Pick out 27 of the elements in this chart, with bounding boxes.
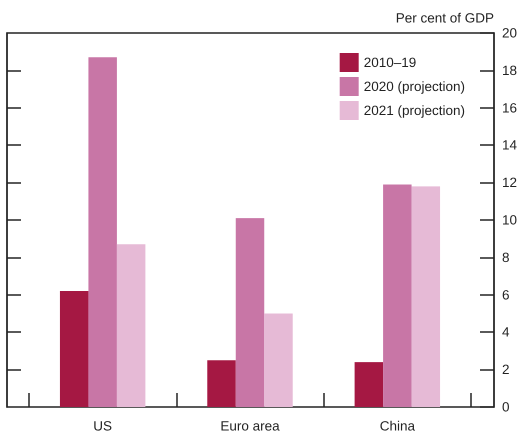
y-tick-label: 8 xyxy=(502,250,510,265)
y-axis-title: Per cent of GDP xyxy=(396,10,494,26)
legend-label: 2021 (projection) xyxy=(364,103,466,118)
legend-label: 2010–19 xyxy=(364,55,416,70)
bar xyxy=(383,184,412,407)
x-tick-label: Euro area xyxy=(220,418,280,434)
bar xyxy=(264,314,293,407)
bar xyxy=(354,362,384,407)
bar xyxy=(60,291,88,407)
y-tick-label: 10 xyxy=(502,212,518,228)
bar xyxy=(236,218,264,407)
y-tick-label: 4 xyxy=(502,324,510,340)
legend-label: 2020 (projection) xyxy=(364,79,466,94)
y-tick-label: 0 xyxy=(502,400,510,414)
bar xyxy=(88,57,117,407)
y-tick-label: 14 xyxy=(502,138,518,153)
y-tick-label: 2 xyxy=(502,362,510,378)
bar xyxy=(412,186,440,407)
x-tick-label: US xyxy=(93,418,112,434)
bar xyxy=(116,244,146,407)
y-tick-label: 12 xyxy=(502,175,518,190)
y-tick-label: 20 xyxy=(502,26,518,40)
y-tick-label: 16 xyxy=(502,100,518,116)
y-tick-label: 18 xyxy=(502,62,518,78)
x-tick-label: China xyxy=(380,418,416,434)
bar xyxy=(207,360,236,407)
y-tick-label: 6 xyxy=(502,287,510,302)
